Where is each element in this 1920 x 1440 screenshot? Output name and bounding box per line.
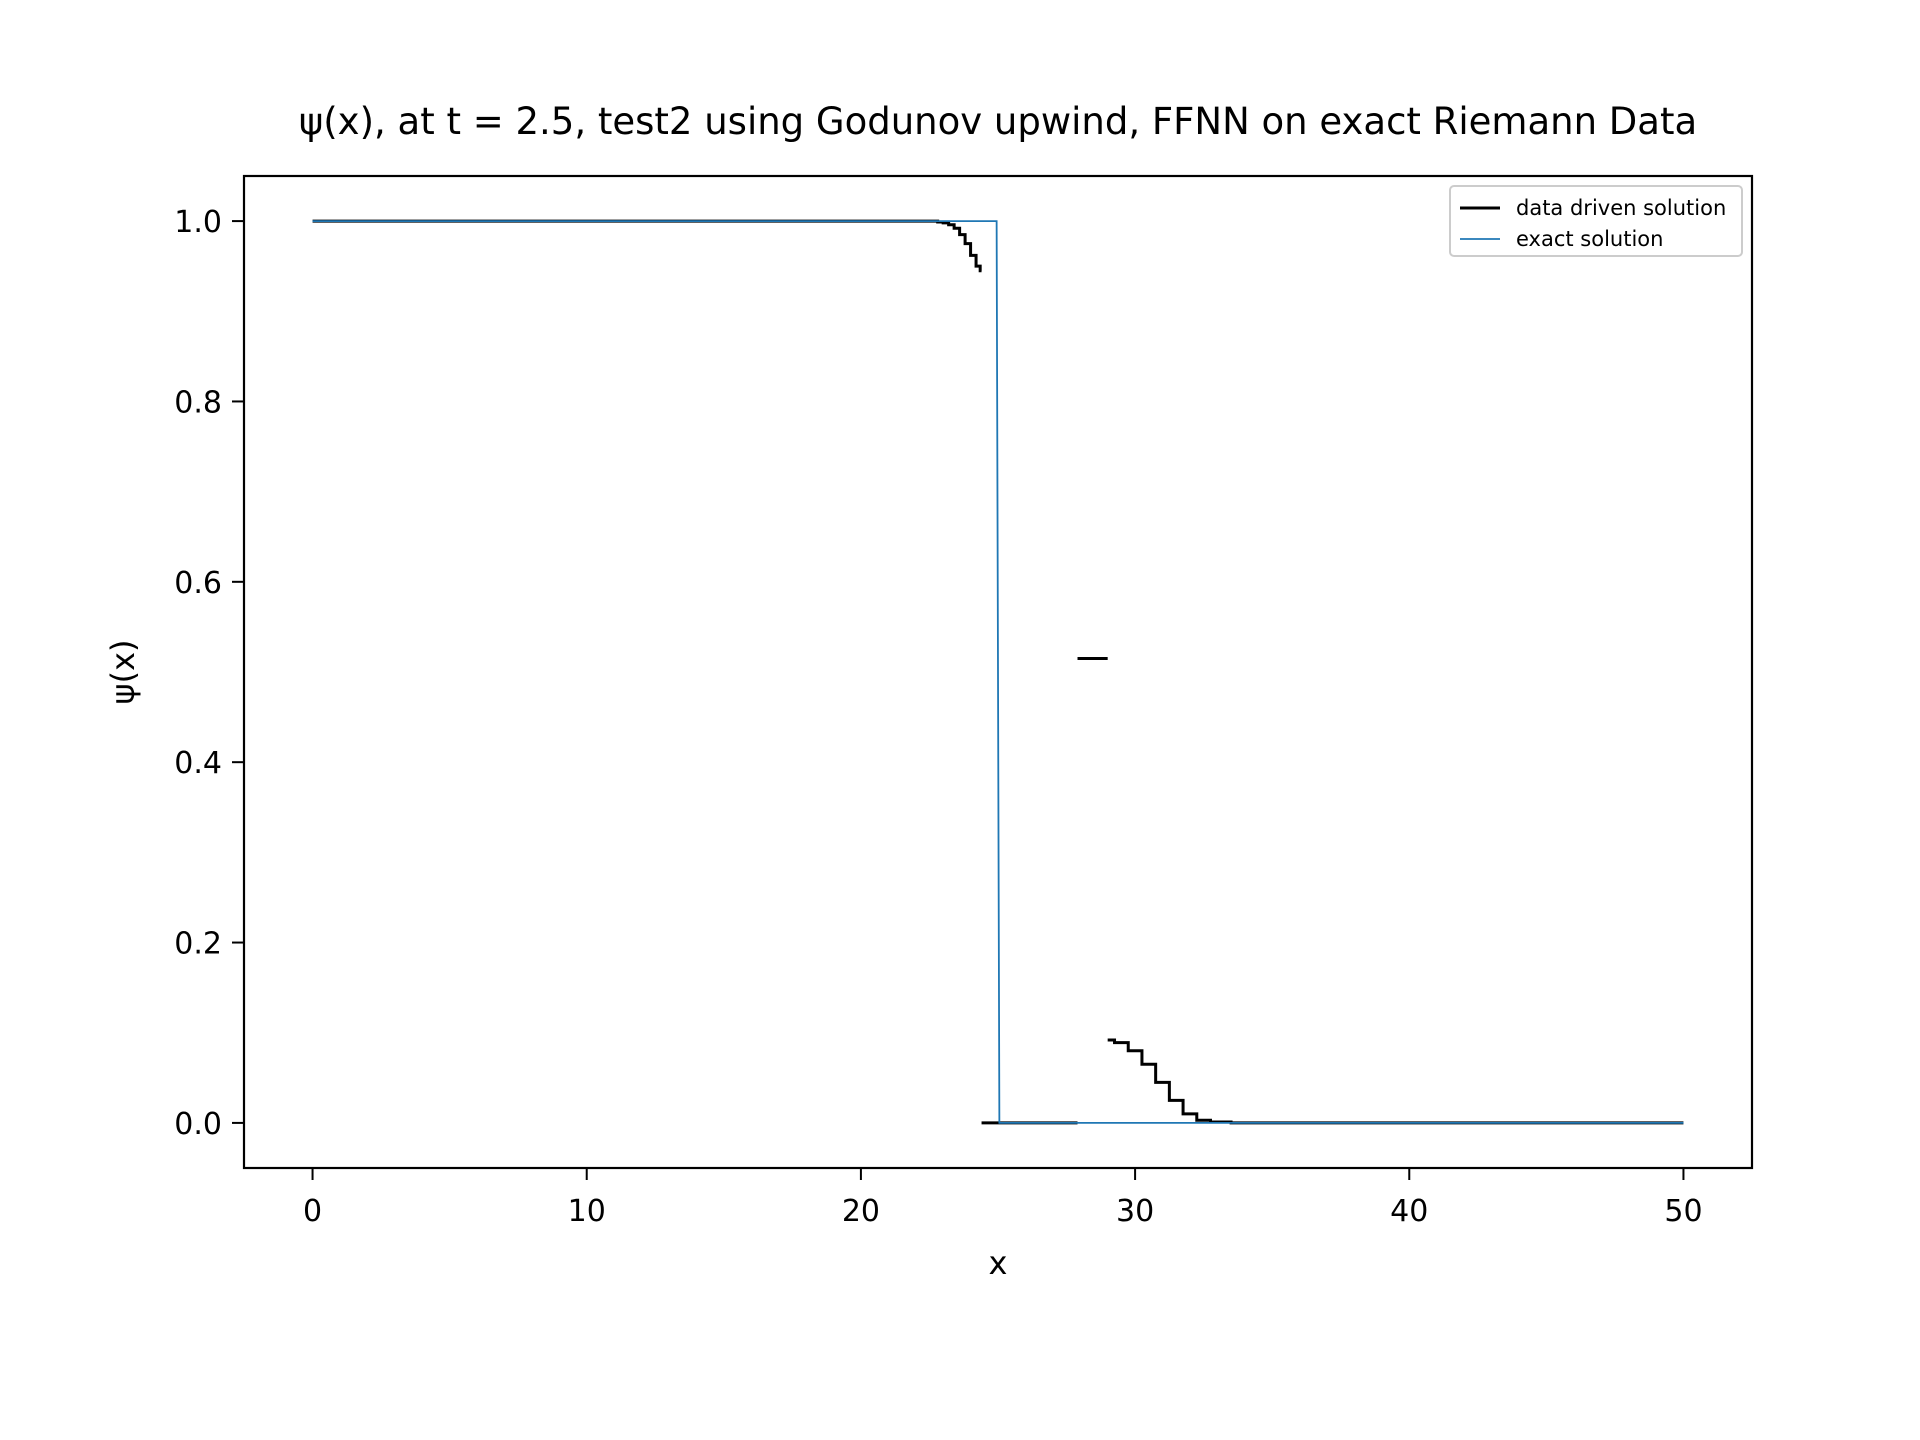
x-tick-label: 50 — [1664, 1194, 1702, 1229]
y-tick-label: 0.0 — [174, 1107, 222, 1142]
series-line-segment — [312, 220, 1684, 1124]
y-tick-label: 0.4 — [174, 746, 222, 781]
series-exact-solution — [312, 220, 1684, 1124]
legend-entry: exact solution — [1516, 227, 1663, 251]
y-tick-label: 0.8 — [174, 385, 222, 420]
plot-frame — [242, 174, 1754, 1170]
legend-entry: data driven solution — [1516, 196, 1726, 220]
series-line-segment — [312, 219, 982, 273]
x-tick-label: 40 — [1390, 1194, 1428, 1229]
chart-title: ψ(x), at t = 2.5, test2 using Godunov up… — [299, 100, 1697, 143]
y-axis-label: ψ(x) — [104, 639, 142, 704]
legend: data driven solution exact solution — [1449, 185, 1743, 257]
x-axis: 0 10 20 30 40 50 — [303, 1168, 1703, 1229]
y-axis: 0.0 0.2 0.4 0.6 0.8 1.0 — [174, 205, 244, 1142]
x-tick-label: 10 — [568, 1194, 606, 1229]
x-tick-label: 30 — [1116, 1194, 1154, 1229]
x-tick-label: 20 — [842, 1194, 880, 1229]
legend-box — [1449, 185, 1743, 257]
x-axis-label: x — [989, 1244, 1008, 1282]
x-tick-label: 0 — [303, 1194, 322, 1229]
y-tick-label: 0.6 — [174, 566, 222, 601]
y-tick-label: 1.0 — [174, 205, 222, 240]
series-line-segment — [1107, 1038, 1684, 1125]
y-tick-label: 0.2 — [174, 927, 222, 962]
